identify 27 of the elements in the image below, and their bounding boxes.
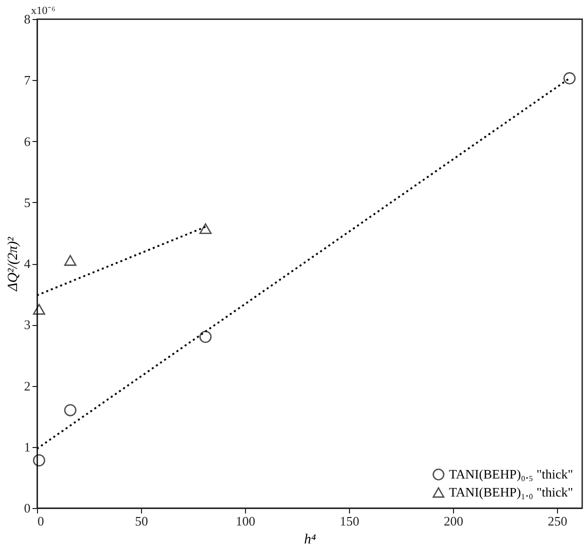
point	[199, 330, 212, 343]
x-tick-label: 0	[38, 514, 44, 528]
x-tick-label: 50	[135, 514, 148, 528]
y-tick-label: 0	[24, 500, 30, 516]
point	[64, 255, 76, 266]
y-tick-label: 6	[24, 134, 31, 149]
point	[199, 223, 212, 234]
x-tick-label: 250	[548, 514, 568, 528]
x-axis-title: h⁴	[304, 532, 316, 548]
legend-label: TANI(BEHP)₁.₀ "thick"	[449, 484, 574, 500]
y-tick-label: 7	[24, 72, 31, 88]
point	[32, 304, 46, 315]
y-axis-title: ΔQ²/(2π)²	[6, 236, 21, 292]
point	[64, 404, 76, 416]
point	[563, 72, 576, 84]
y-tick-label: 5	[24, 194, 30, 210]
y-tick-label: 2	[24, 378, 30, 394]
text: x10⁻⁶	[31, 5, 56, 17]
x-tick-label: 150	[340, 514, 360, 528]
y-tick-label: 8	[24, 12, 30, 26]
y-tick-label: 4	[24, 256, 31, 271]
y-tick-label: 3	[24, 317, 30, 332]
x-tick-label: 100	[236, 514, 256, 528]
point	[32, 454, 46, 466]
y-tick-label: 1	[24, 439, 30, 454]
x-tick-label: 200	[444, 514, 464, 528]
legend-label: TANI(BEHP)₀.₅ "thick"	[449, 466, 574, 482]
